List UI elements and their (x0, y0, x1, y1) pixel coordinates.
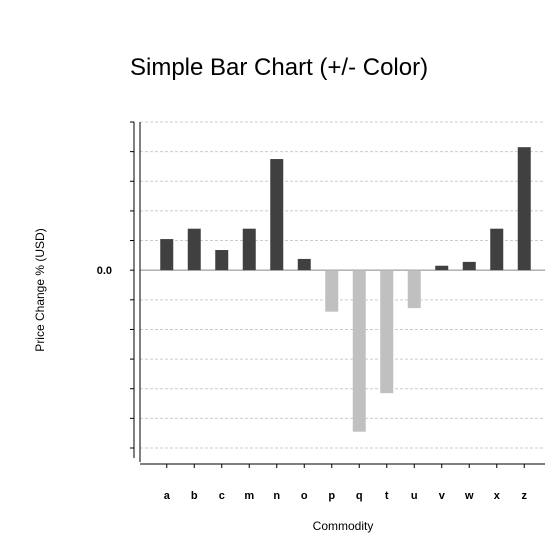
bar-u (407, 270, 421, 309)
bar-b (187, 228, 201, 271)
x-tick-label: w (464, 490, 474, 502)
x-axis-label: Commodity (313, 519, 374, 533)
x-tick-label: q (356, 490, 363, 502)
bar-v (435, 265, 449, 271)
x-tick-label: n (273, 490, 280, 502)
tick-layer (130, 121, 525, 468)
x-tick-label: v (439, 490, 446, 502)
chart-title: Simple Bar Chart (+/- Color) (130, 54, 428, 81)
grid-layer (140, 121, 545, 449)
x-tick-label: t (385, 490, 389, 502)
x-tick-label: o (301, 490, 308, 502)
x-tick-label: m (244, 490, 254, 502)
bar-a (160, 239, 174, 271)
y-axis-label: Price Change % (USD) (33, 228, 47, 351)
x-tick-label: x (494, 490, 501, 502)
x-tick-label: u (411, 490, 418, 502)
bar-z (517, 147, 531, 271)
x-tick-label: c (219, 490, 225, 502)
bar-w (462, 261, 476, 271)
bar-c (215, 250, 229, 271)
bar-n (270, 159, 284, 271)
x-tick-label: a (164, 490, 171, 502)
x-tick-label: z (522, 490, 528, 502)
bar-p (325, 270, 339, 312)
bar-m (242, 228, 256, 271)
x-tick-label: b (191, 490, 198, 502)
bar-x (490, 228, 504, 271)
bar-layer (160, 147, 531, 432)
bar-o (297, 258, 311, 271)
bar-t (380, 270, 394, 394)
y-tick-label-zero: 0.0 (97, 265, 112, 277)
x-tick-label: p (328, 490, 335, 502)
bar-q (352, 270, 366, 432)
